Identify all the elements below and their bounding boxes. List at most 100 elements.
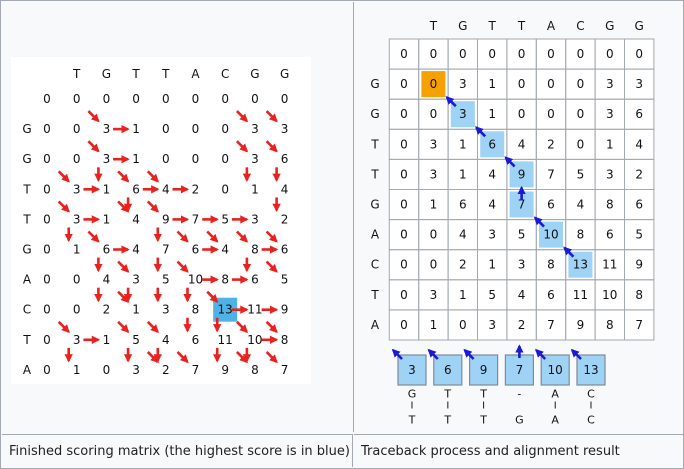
score-cell: 5 xyxy=(577,167,585,181)
traceback-arrow xyxy=(117,260,130,273)
score-cell: 3 xyxy=(488,318,496,332)
row-header: T xyxy=(370,288,379,302)
score-cell: 8 xyxy=(606,198,614,212)
score-cell: 0 xyxy=(43,122,51,136)
row-header: A xyxy=(23,363,32,377)
score-cell: 7 xyxy=(192,363,200,377)
traceback-path-cell xyxy=(509,191,534,218)
traceback-arrow xyxy=(87,140,100,153)
alignment-arrow xyxy=(570,348,582,360)
score-cell: 6 xyxy=(132,182,140,196)
score-cell: 0 xyxy=(43,182,51,196)
score-cell: 4 xyxy=(488,198,496,212)
score-cell: 2 xyxy=(162,363,170,377)
score-cell: 6 xyxy=(635,107,643,121)
score-cell: 10 xyxy=(543,228,558,242)
alignment-bottom-char: T xyxy=(479,414,487,427)
score-cell: 1 xyxy=(430,198,438,212)
traceback-arrow xyxy=(475,126,487,138)
score-cell: 0 xyxy=(577,137,585,151)
score-cell: 7 xyxy=(547,167,555,181)
alignment-top-char: G xyxy=(408,388,417,401)
score-cell: 0 xyxy=(400,167,408,181)
traceback-arrow xyxy=(146,170,159,183)
score-cell: 0 xyxy=(281,92,289,106)
score-cell: 1 xyxy=(132,152,140,166)
score-cell: 3 xyxy=(281,122,289,136)
score-cell: 0 xyxy=(73,92,81,106)
score-cell: 0 xyxy=(577,47,585,61)
traceback-arrow xyxy=(87,110,100,123)
traceback-arrow xyxy=(87,230,100,243)
score-cell: 0 xyxy=(430,47,438,61)
row-header: T xyxy=(370,137,379,151)
score-cell: 11 xyxy=(573,288,588,302)
score-cell: 1 xyxy=(488,77,496,91)
score-cell: 2 xyxy=(518,318,526,332)
alignment-score-box xyxy=(433,354,463,386)
alignment-bottom-char: A xyxy=(551,414,559,427)
score-cell: 3 xyxy=(430,167,438,181)
score-cell: 3 xyxy=(606,77,614,91)
score-cell: 0 xyxy=(635,47,643,61)
traceback-arrow xyxy=(176,350,189,364)
score-cell: 0 xyxy=(192,122,200,136)
score-cell: 5 xyxy=(635,228,643,242)
score-cell: 0 xyxy=(103,92,111,106)
traceback-arrow xyxy=(235,140,249,153)
score-cell: 11 xyxy=(602,258,617,272)
column-header: G xyxy=(280,67,289,81)
grid-cell-border xyxy=(624,309,655,341)
score-cell: 5 xyxy=(221,212,229,226)
score-cell: 6 xyxy=(635,198,643,212)
score-cell: 0 xyxy=(547,77,555,91)
traceback-arrow xyxy=(57,170,70,183)
row-header: T xyxy=(22,212,31,226)
score-cell: 8 xyxy=(221,273,229,287)
traceback-arrow xyxy=(235,110,249,123)
alignment-top-char: T xyxy=(479,388,487,401)
score-cell: 1 xyxy=(459,288,467,302)
score-cell: 3 xyxy=(459,107,467,121)
score-cell: 3 xyxy=(251,212,259,226)
score-cell: 1 xyxy=(132,122,140,136)
score-cell: 0 xyxy=(132,92,140,106)
row-header: T xyxy=(22,333,31,347)
score-cell: 0 xyxy=(221,92,229,106)
traceback-path-cell xyxy=(509,161,534,188)
score-cell: 1 xyxy=(103,212,111,226)
score-cell: 0 xyxy=(400,258,408,272)
traceback-arrow xyxy=(265,140,278,153)
alignment-score: 13 xyxy=(583,363,598,377)
row-header: C xyxy=(371,258,379,272)
score-cell: 10 xyxy=(247,333,262,347)
score-cell: 6 xyxy=(192,333,200,347)
score-cell: 4 xyxy=(132,212,140,226)
score-cell: 2 xyxy=(281,212,289,226)
score-cell: 0 xyxy=(459,318,467,332)
score-cell: 4 xyxy=(221,243,229,257)
score-cell: 0 xyxy=(400,198,408,212)
traceback-arrow xyxy=(117,320,130,333)
score-cell: 9 xyxy=(635,258,643,272)
score-cell: 3 xyxy=(73,333,81,347)
score-cell: 6 xyxy=(488,137,496,151)
score-cell: 1 xyxy=(430,318,438,332)
score-cell: 5 xyxy=(281,273,289,287)
row-header: G xyxy=(370,77,379,91)
column-header: G xyxy=(102,67,111,81)
alignment-score-box xyxy=(540,354,570,386)
score-cell: 3 xyxy=(103,152,111,166)
score-cell: 3 xyxy=(73,182,81,196)
alignment-score: 6 xyxy=(444,363,452,377)
score-cell: 9 xyxy=(221,363,229,377)
score-cell: 3 xyxy=(132,363,140,377)
column-header: T xyxy=(72,67,81,81)
traceback-arrow xyxy=(176,230,189,243)
alignment-score-box xyxy=(397,354,427,386)
score-cell: 11 xyxy=(218,333,233,347)
score-cell: 0 xyxy=(518,77,526,91)
score-cell: 1 xyxy=(488,258,496,272)
score-cell: 2 xyxy=(103,303,111,317)
